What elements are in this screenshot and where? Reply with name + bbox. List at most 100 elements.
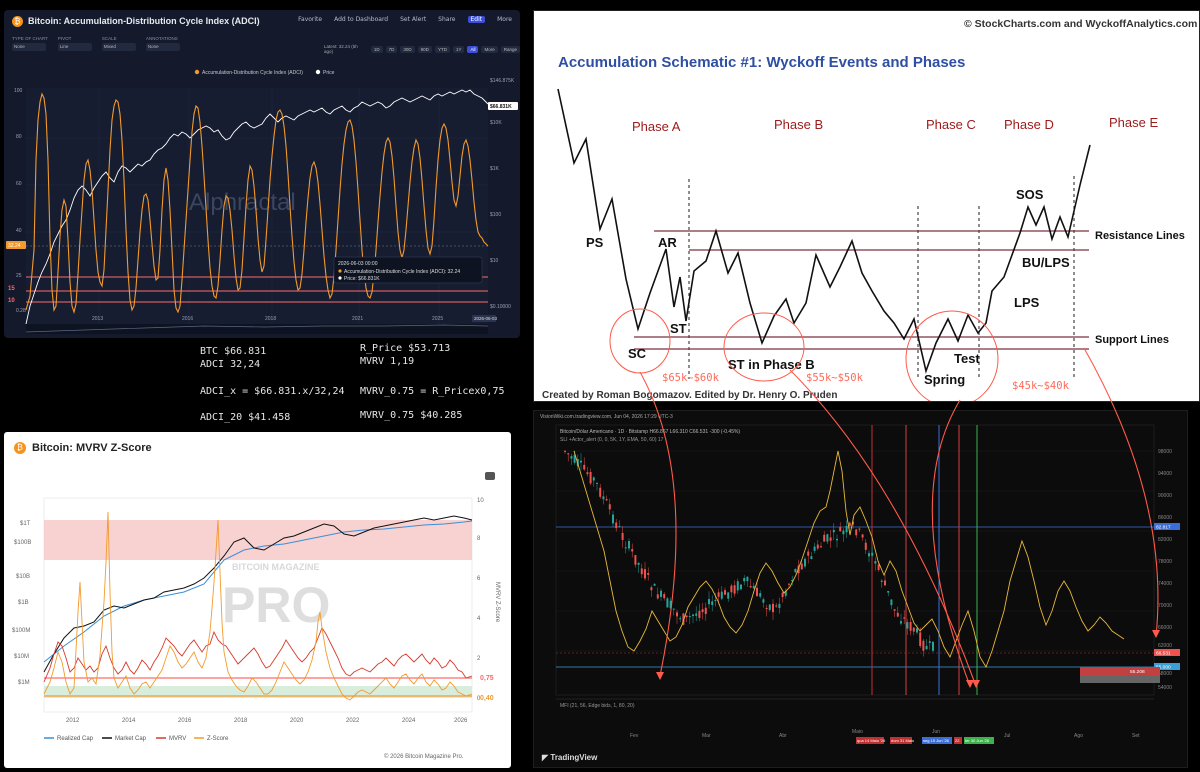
candle-body bbox=[717, 592, 720, 597]
event-sc: SC bbox=[628, 346, 647, 361]
adci-date-badge bbox=[472, 315, 496, 322]
share-button[interactable]: Share bbox=[438, 16, 456, 23]
candle-body bbox=[733, 585, 736, 594]
tick: 4 bbox=[477, 616, 481, 622]
tick: 2 bbox=[477, 656, 481, 662]
control-label: ANNOTATIONS bbox=[145, 36, 178, 41]
range-all-button[interactable]: All bbox=[467, 45, 479, 53]
candle-body bbox=[829, 537, 832, 541]
tradingview-chart-panel: VisionWiki.com.tradingview.com, Jun 04, … bbox=[533, 410, 1188, 768]
add-to-dashboard-button[interactable]: Add to Dashboard bbox=[334, 16, 389, 23]
legend-zscore-label[interactable]: Z-Score bbox=[207, 736, 229, 742]
wyckoff-title: Accumulation Schematic #1: Wyckoff Event… bbox=[558, 54, 965, 71]
candle-body bbox=[922, 640, 925, 651]
mvrv-x-ticks: 2012 2014 2016 2018 2020 2022 2024 2026 bbox=[66, 718, 468, 724]
bitcoin-icon: ₿ bbox=[14, 442, 26, 454]
tv-event-tags: qua 14 Maio '26 dom 31 Maio seg 15 Jun '… bbox=[856, 737, 994, 744]
candle-body bbox=[788, 583, 790, 585]
tick: $10M bbox=[14, 654, 29, 660]
legend-mvrv-label[interactable]: MVRV bbox=[169, 736, 186, 742]
note-mvrv075: MVRV_0.75 $40.285 bbox=[360, 410, 463, 421]
candle-body bbox=[647, 573, 650, 575]
candle-body bbox=[855, 529, 858, 536]
tag bbox=[856, 737, 884, 744]
candle-body bbox=[864, 542, 867, 550]
annotation-040: 0,40 bbox=[480, 695, 494, 702]
candle-body bbox=[912, 627, 915, 632]
edit-button[interactable]: Edit bbox=[467, 16, 486, 23]
range-ytd-button[interactable]: YTD bbox=[434, 45, 450, 53]
note-mvrv: MVRV 1,19 bbox=[360, 356, 415, 367]
adci-navigator[interactable] bbox=[26, 324, 488, 334]
range-1y-button[interactable]: 1Y bbox=[452, 45, 465, 53]
pivot-select[interactable]: Line bbox=[57, 43, 92, 51]
event-ps: PS bbox=[586, 235, 604, 250]
candle-body bbox=[618, 526, 621, 528]
tick: 66000 bbox=[1158, 625, 1172, 631]
candle-body bbox=[602, 496, 605, 500]
tv-bottom-indicator: MFI (21, 56, Edge bids, 1, 80, 20) bbox=[560, 703, 635, 709]
range-1d-button[interactable]: 1D bbox=[370, 45, 383, 53]
candle-body bbox=[880, 580, 883, 582]
scale-select[interactable]: Mixed bbox=[101, 43, 136, 51]
candle-body bbox=[570, 456, 573, 459]
legend-realized-label[interactable]: Realized Cap bbox=[57, 736, 94, 742]
candle-body bbox=[720, 591, 723, 599]
candle-body bbox=[746, 576, 749, 582]
band-label-10: 10 bbox=[8, 298, 15, 304]
candle-body bbox=[820, 546, 822, 548]
wyckoff-phase-dividers bbox=[688, 176, 1075, 379]
tick: 2016 bbox=[178, 718, 192, 724]
range-custom-button[interactable]: Range bbox=[500, 45, 520, 53]
note-btc: BTC $66.831 bbox=[200, 346, 267, 357]
chart-type-select[interactable]: None bbox=[12, 43, 46, 51]
mvrv-plot: BITCOIN MAGAZINE PRO $1T $100B $10B $1B … bbox=[12, 497, 500, 760]
wyckoff-event-labels: PS SC AR ST ST in Phase B Spring Test LP… bbox=[586, 187, 1070, 387]
candle-body bbox=[775, 605, 778, 607]
latest-label: Latest: 32.24 (5h ago) bbox=[324, 44, 358, 54]
candle-body bbox=[711, 601, 714, 605]
range-7d-button[interactable]: 7D bbox=[385, 45, 398, 53]
candle-body bbox=[807, 551, 810, 556]
tick: $10B bbox=[16, 574, 30, 580]
tick: 0.28 bbox=[16, 308, 26, 314]
tick: $1K bbox=[490, 166, 500, 172]
range-30d-button[interactable]: 30D bbox=[400, 45, 415, 53]
tick: 2022 bbox=[346, 718, 360, 724]
candle-body bbox=[596, 482, 598, 484]
tv-info-box-text: 55.208 bbox=[1130, 669, 1145, 675]
tv-indicator-line: SLI +Actor_alert (0, 0, 5K, 1Y, EMA, 50,… bbox=[560, 437, 664, 443]
candle-body bbox=[784, 590, 787, 596]
band-label-15: 15 bbox=[8, 286, 15, 292]
tick: 8 bbox=[477, 536, 481, 542]
annotations-select[interactable]: None bbox=[145, 43, 180, 51]
candle-body bbox=[698, 610, 701, 618]
tick: 94000 bbox=[1158, 471, 1172, 477]
candle-body bbox=[778, 603, 781, 609]
tick: $1B bbox=[18, 600, 29, 606]
candle-body bbox=[608, 504, 611, 510]
wyckoff-price-annotations: $65k~$60k $55k~$50k $45k~$40k bbox=[662, 372, 1070, 392]
note-adci20: ADCI_20 $41.458 bbox=[200, 412, 291, 423]
annotation-45k-40k: $45k~$40k bbox=[1012, 380, 1070, 392]
set-alert-button[interactable]: Set Alert bbox=[400, 16, 427, 23]
tick: $1M bbox=[18, 680, 30, 686]
more-button[interactable]: More bbox=[497, 16, 512, 23]
support-lines-label: Support Lines bbox=[1095, 334, 1169, 346]
tick: Set bbox=[1132, 733, 1140, 739]
candle-body bbox=[640, 568, 643, 575]
candle-body bbox=[615, 522, 618, 529]
tv-x-ticks: Fev Mar Abr Maio Jun Jul Ago Set bbox=[630, 729, 1140, 739]
price-badge-text: $66.831K bbox=[490, 104, 512, 110]
favorite-button[interactable]: Favorite bbox=[298, 16, 323, 23]
event-bu-lps: BU/LPS bbox=[1022, 255, 1070, 270]
candle-body bbox=[714, 599, 717, 601]
candle-body bbox=[868, 553, 870, 557]
candle-body bbox=[871, 552, 874, 556]
range-90d-button[interactable]: 90D bbox=[417, 45, 432, 53]
candle-body bbox=[810, 556, 813, 560]
candle-body bbox=[672, 608, 675, 610]
legend-market-label[interactable]: Market Cap bbox=[115, 736, 147, 742]
range-more-button[interactable]: More bbox=[481, 45, 498, 53]
camera-icon[interactable] bbox=[485, 472, 495, 480]
